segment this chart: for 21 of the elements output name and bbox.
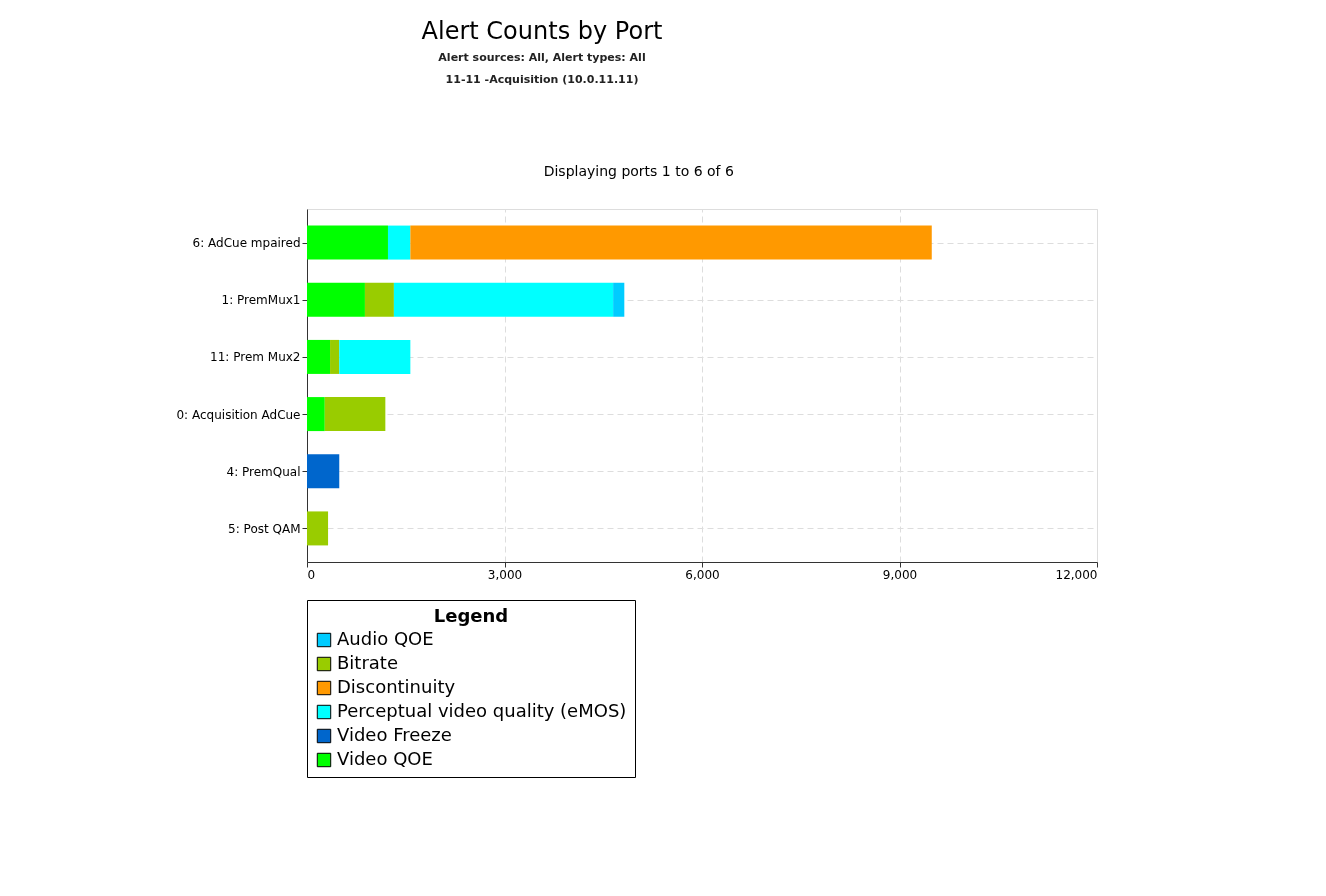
x-tick-label: 12,000	[1055, 567, 1098, 582]
legend-label: Video QOE	[337, 748, 433, 769]
y-tick-label: 4: PremQual	[226, 464, 301, 479]
chart-title: Alert Counts by Port	[421, 17, 663, 45]
legend-label: Discontinuity	[337, 676, 456, 697]
y-tick-label: 0: Acquisition AdCue	[176, 407, 301, 422]
x-tick-label: 9,000	[882, 567, 918, 582]
legend-title: Legend	[433, 605, 509, 626]
chart-subtitle: Alert sources: All, Alert types: All 11-11 -Acquisition (10.0.11.11)	[438, 51, 646, 86]
legend-label: Perceptual video quality (eMOS)	[337, 700, 627, 721]
x-tick-label: 0	[307, 567, 316, 582]
legend-label: Video Freeze	[337, 724, 452, 745]
y-tick-label: 11: Prem Mux2	[210, 350, 301, 365]
legend-label: Bitrate	[337, 652, 398, 673]
x-tick-label: 3,000	[487, 567, 523, 582]
y-tick-label: 5: Post QAM	[228, 521, 301, 536]
x-tick-label: 6,000	[685, 567, 720, 582]
text: Displaying ports 1 to 6 of 6	[543, 163, 734, 179]
legend-label: Audio QOE	[337, 628, 434, 649]
y-tick-label: 6: AdCue mpaired	[192, 236, 301, 251]
y-tick-label: 1: PremMux1	[221, 293, 301, 308]
